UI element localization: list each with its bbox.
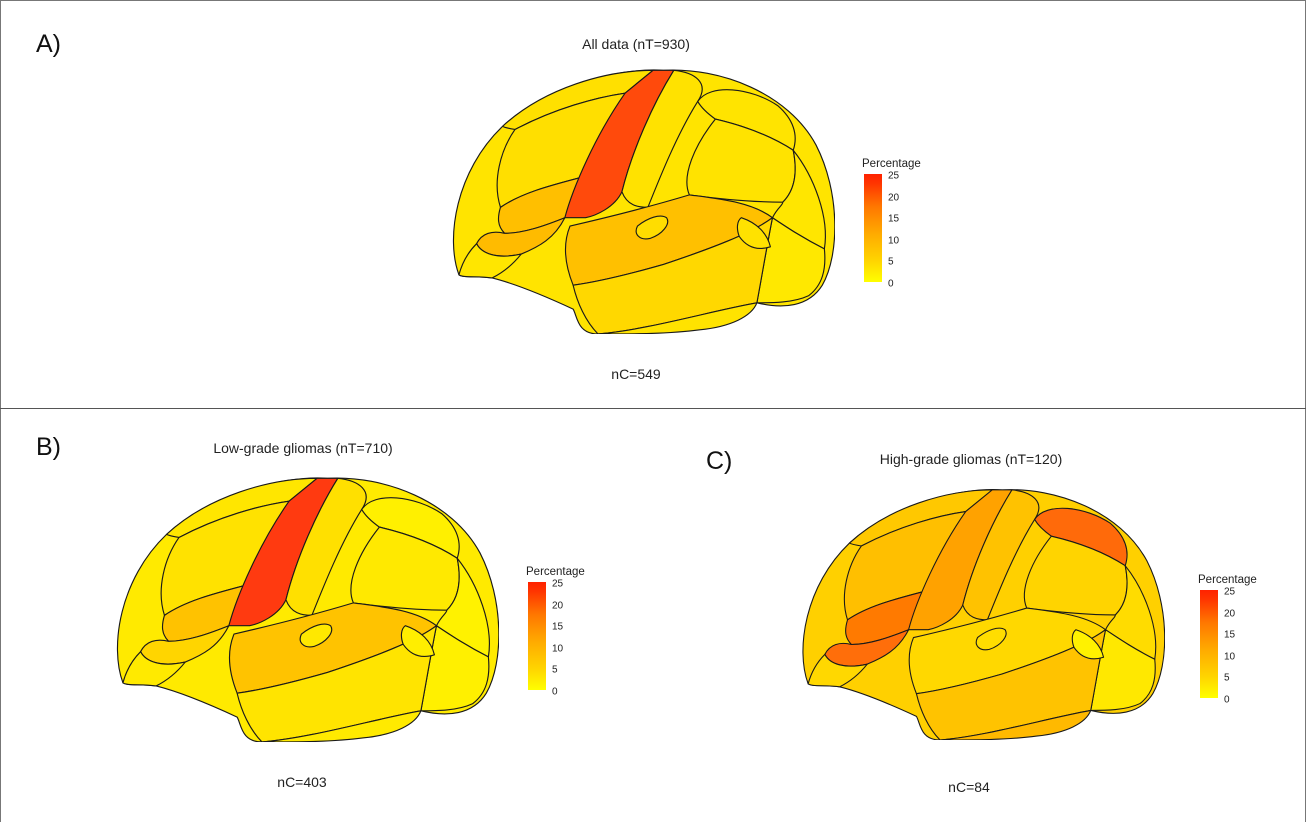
panel-b-title: Low-grade gliomas (nT=710) xyxy=(213,440,393,456)
legend-tick: 15 xyxy=(888,213,900,225)
legend-tick: 10 xyxy=(888,235,900,247)
panel-a-brain-map xyxy=(452,69,835,334)
panel-a-title: All data (nT=930) xyxy=(582,36,690,52)
brain-region-pars-orb xyxy=(458,243,522,279)
panel-a-legend: Percentage 25 20 15 10 5 0 xyxy=(862,158,932,290)
panel-c-brain-map xyxy=(802,489,1165,740)
legend-title: Percentage xyxy=(526,566,585,578)
brain-region-temporal-inf xyxy=(261,710,422,742)
brain-region-insula xyxy=(299,623,333,648)
legend-tick: 15 xyxy=(1224,629,1236,641)
legend-color-bar xyxy=(528,582,546,690)
panel-divider xyxy=(0,408,1306,409)
brain-region-pars-orb xyxy=(122,651,186,687)
brain-region-pole xyxy=(1071,629,1105,660)
legend-title: Percentage xyxy=(862,158,921,170)
panel-c-title: High-grade gliomas (nT=120) xyxy=(879,451,1063,467)
panel-a-letter: A) xyxy=(36,30,61,58)
legend-tick: 5 xyxy=(1224,672,1230,684)
legend-tick: 25 xyxy=(552,578,564,590)
brain-region-temporal-inf xyxy=(597,302,758,334)
brain-region-pars-orb xyxy=(807,653,868,688)
brain-region-insula xyxy=(975,627,1007,651)
brain-region-pole xyxy=(400,625,435,657)
panel-a-count: nC=549 xyxy=(611,366,661,382)
brain-region-temporal-inf xyxy=(939,709,1092,740)
legend-tick: 10 xyxy=(552,643,564,655)
legend-color-bar xyxy=(864,174,882,282)
panel-c-count: nC=84 xyxy=(948,779,990,795)
brain-region-insula xyxy=(635,215,669,240)
legend-tick: 15 xyxy=(552,621,564,633)
panel-b-brain-map xyxy=(116,477,499,742)
panel-b-count: nC=403 xyxy=(277,774,327,790)
legend-tick: 0 xyxy=(1224,694,1230,706)
panel-b-legend: Percentage 25 20 15 10 5 0 xyxy=(526,566,596,698)
panel-b-letter: B) xyxy=(36,433,61,461)
legend-tick: 25 xyxy=(1224,586,1236,598)
panel-c-letter: C) xyxy=(706,447,733,475)
panel-c-legend: Percentage 25 20 15 10 5 0 xyxy=(1198,574,1268,706)
legend-tick: 20 xyxy=(1224,608,1236,620)
legend-tick: 10 xyxy=(1224,651,1236,663)
legend-color-bar xyxy=(1200,590,1218,698)
legend-title: Percentage xyxy=(1198,574,1257,586)
legend-tick: 5 xyxy=(552,664,558,676)
legend-tick: 5 xyxy=(888,256,894,268)
brain-region-pole xyxy=(736,217,771,249)
legend-tick: 25 xyxy=(888,170,900,182)
legend-tick: 0 xyxy=(888,278,894,290)
legend-tick: 0 xyxy=(552,686,558,698)
brain-region-supramarginal xyxy=(1023,535,1128,616)
legend-tick: 20 xyxy=(552,600,564,612)
legend-tick: 20 xyxy=(888,192,900,204)
